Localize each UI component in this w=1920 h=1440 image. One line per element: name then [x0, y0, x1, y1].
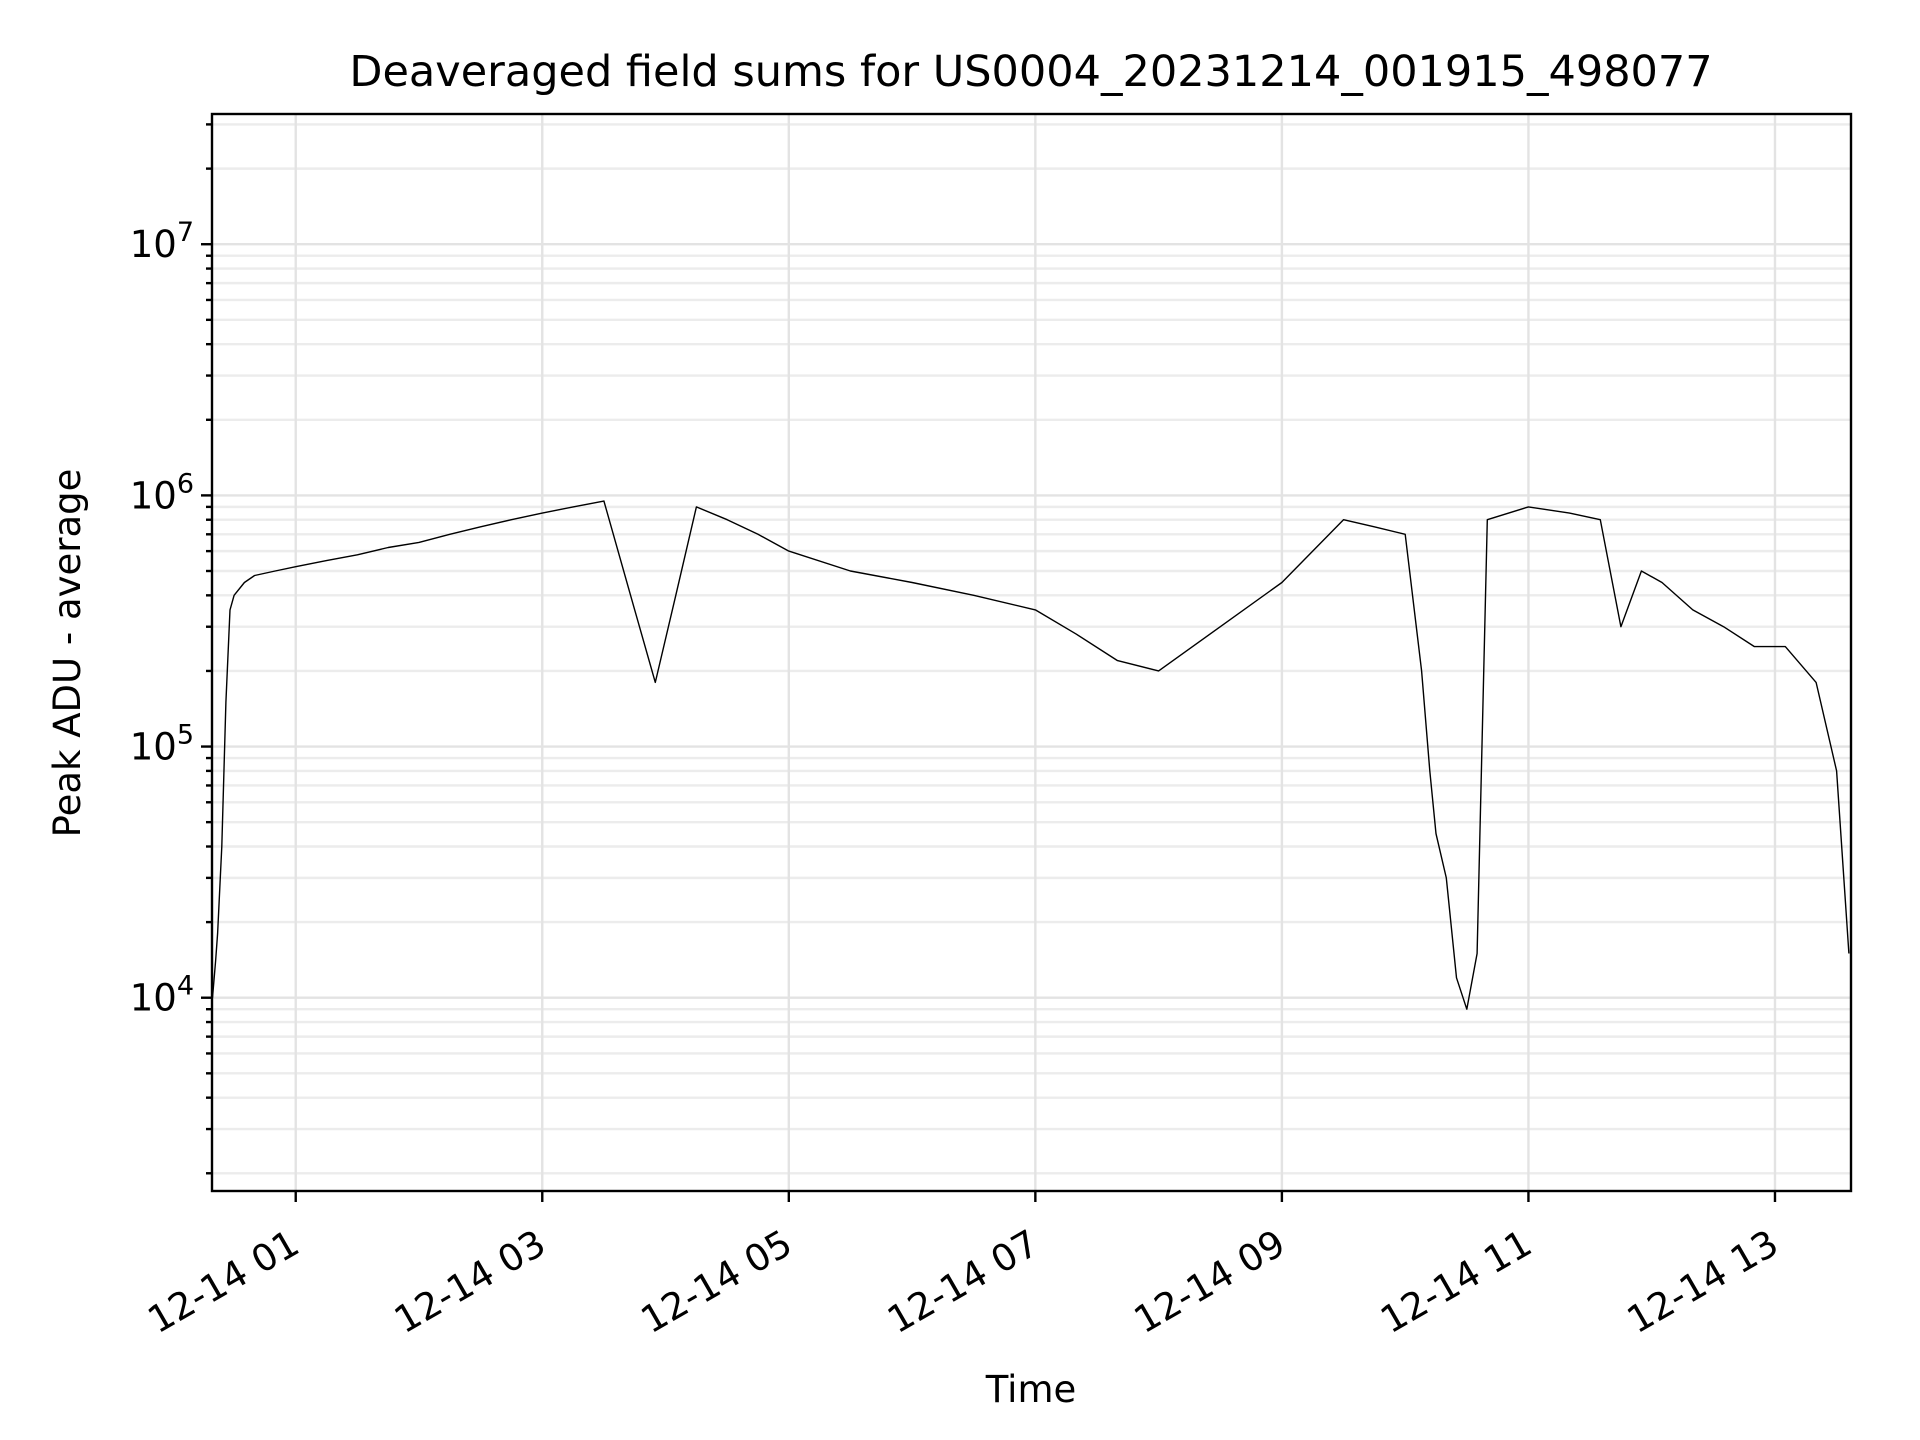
chart-title: Deaveraged field sums for US0004_2023121… [349, 47, 1712, 97]
y-tick-label: 106 [130, 468, 194, 517]
x-tick-label: 12-14 07 [880, 1222, 1046, 1342]
y-tick-label: 105 [130, 720, 194, 769]
series-line [211, 500, 1850, 1010]
x-tick-label: 12-14 09 [1127, 1222, 1293, 1342]
axis-ticks: 104 105 106 107 12-14 01 12-14 03 12-14 05 12-1… [130, 123, 1786, 1342]
x-axis-label: Time [985, 1368, 1077, 1411]
y-axis-label: Peak ADU - average [46, 469, 89, 838]
x-tick-label: 12-14 03 [387, 1222, 553, 1342]
plot-frame [210, 112, 1853, 1193]
x-tick-label: 12-14 13 [1620, 1222, 1786, 1342]
grid [212, 114, 1851, 1191]
x-tick-label: 12-14 01 [141, 1222, 307, 1342]
y-tick-label: 104 [130, 971, 194, 1020]
series-layer [211, 500, 1850, 1010]
x-tick-label: 12-14 11 [1373, 1222, 1539, 1342]
x-tick-label: 12-14 05 [634, 1222, 800, 1342]
y-tick-label: 107 [130, 217, 194, 266]
